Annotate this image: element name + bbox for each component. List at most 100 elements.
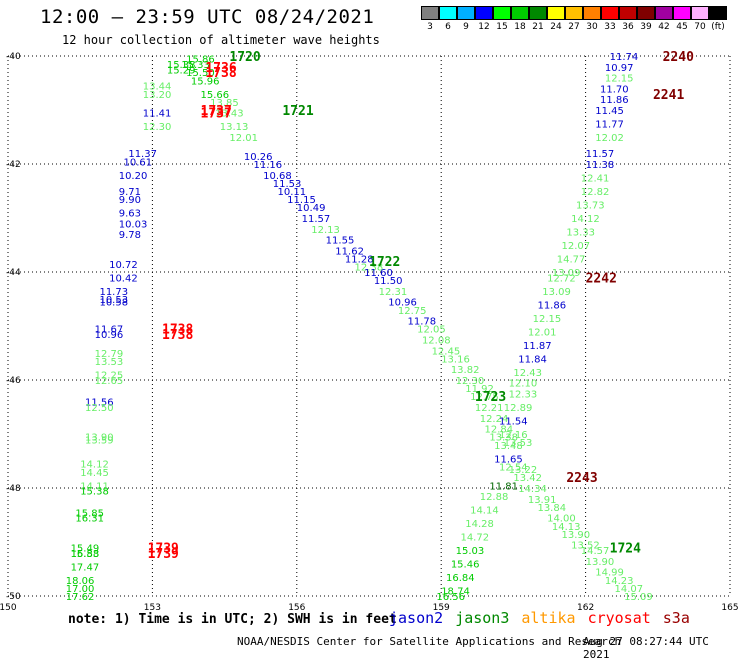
legend-entry-cryosat: cryosat bbox=[587, 609, 651, 627]
y-tick-label: -42 bbox=[6, 160, 21, 170]
data-point-label: 12.43 bbox=[513, 368, 542, 379]
data-point-label: 13.85 bbox=[210, 98, 239, 109]
data-point-label: 10.58 bbox=[99, 298, 128, 309]
data-point-label: 15.03 bbox=[456, 546, 485, 557]
data-point-label: 11.57 bbox=[586, 149, 615, 160]
data-point-label: 15.85 bbox=[75, 508, 104, 519]
data-point-label: 11.67 bbox=[95, 325, 124, 336]
colorbar-label: (ft) bbox=[711, 22, 725, 32]
page-subtitle: 12 hour collection of altimeter wave hei… bbox=[62, 33, 380, 47]
pass-label: 1738 bbox=[162, 323, 193, 338]
data-point-label: 11.87 bbox=[523, 341, 552, 352]
data-point-label: 10.72 bbox=[109, 260, 138, 271]
data-point-label: 14.13 bbox=[552, 522, 581, 533]
data-point-label: 10.03 bbox=[119, 219, 148, 230]
data-point-label: 10.61 bbox=[124, 157, 153, 168]
legend-entry-jason3: jason3 bbox=[455, 609, 510, 627]
colorbar-label: 18 bbox=[514, 22, 526, 32]
data-point-label: 11.55 bbox=[326, 236, 355, 247]
data-point-label: 15.49 bbox=[71, 543, 100, 554]
data-point-label: 13.09 bbox=[552, 268, 581, 279]
data-point-label: 12.02 bbox=[595, 133, 624, 144]
pass-label: 1737 bbox=[201, 107, 232, 122]
data-point-label: 15.09 bbox=[624, 592, 653, 603]
data-point-label: 12.84 bbox=[485, 425, 514, 436]
data-point-label: 14.23 bbox=[605, 576, 634, 587]
data-point-label: 11.60 bbox=[364, 268, 393, 279]
colorbar-label: 70 bbox=[694, 22, 706, 32]
data-point-label: 13.59 bbox=[85, 435, 114, 446]
data-point-label: 12.05 bbox=[417, 325, 446, 336]
pass-label: 1724 bbox=[610, 541, 641, 556]
data-point-label: 10.97 bbox=[605, 63, 634, 74]
data-point-label: 13.13 bbox=[220, 122, 249, 133]
colorbar-swatch bbox=[421, 6, 439, 20]
data-point-label: 16.88 bbox=[71, 549, 100, 560]
data-point-label: 12.30 bbox=[456, 376, 485, 387]
pass-label: 2243 bbox=[566, 471, 597, 486]
data-point-label: 11.37 bbox=[128, 149, 157, 160]
pass-label: 2240 bbox=[663, 50, 694, 65]
pass-label: 1737 bbox=[201, 104, 232, 119]
colorbar-label: 33 bbox=[604, 22, 616, 32]
data-point-label: 12.01 bbox=[229, 133, 258, 144]
footer-note: note: 1) Time is in UTC; 2) SWH is in fe… bbox=[68, 612, 397, 627]
data-point-label: 18.74 bbox=[441, 587, 470, 598]
data-point-label: 9.90 bbox=[119, 195, 141, 206]
colorbar-label: 9 bbox=[463, 22, 469, 32]
data-point-label: 14.00 bbox=[547, 514, 576, 525]
colorbar-label: 12 bbox=[478, 22, 490, 32]
data-point-label: 13.53 bbox=[504, 438, 533, 449]
pass-label: 1738 bbox=[162, 328, 193, 343]
data-point-label: 13.43 bbox=[215, 109, 244, 120]
data-point-label: 12.45 bbox=[432, 346, 461, 357]
data-point-label: 14.72 bbox=[460, 533, 489, 544]
data-point-label: 15.33 bbox=[181, 60, 210, 71]
data-point-label: 13.38 bbox=[489, 433, 518, 444]
colorbar-swatch bbox=[457, 6, 475, 20]
data-point-label: 16.56 bbox=[436, 592, 465, 603]
data-point-label: 12.30 bbox=[143, 122, 172, 133]
data-point-label: 12.21 bbox=[475, 403, 504, 414]
pass-label: 1720 bbox=[229, 50, 260, 65]
data-point-label: 12.01 bbox=[528, 327, 557, 338]
data-point-label: 13.16 bbox=[441, 354, 470, 365]
data-point-label: 13.20 bbox=[143, 90, 172, 101]
data-point-label: 11.45 bbox=[595, 106, 624, 117]
y-tick-label: -50 bbox=[6, 592, 21, 602]
data-point-label: 10.96 bbox=[388, 298, 417, 309]
data-point-label: 13.48 bbox=[494, 441, 523, 452]
data-point-label: 15.66 bbox=[201, 90, 230, 101]
data-point-label: 11.73 bbox=[99, 287, 128, 298]
colorbar-swatch bbox=[475, 6, 493, 20]
colorbar-label: 42 bbox=[658, 22, 670, 32]
x-tick-label: 159 bbox=[433, 603, 450, 613]
data-point-label: 13.90 bbox=[562, 530, 591, 541]
data-point-label: 13.73 bbox=[576, 201, 605, 212]
colorbar-swatch bbox=[655, 6, 673, 20]
data-point-label: 12.15 bbox=[533, 314, 562, 325]
data-point-label: 13.84 bbox=[537, 503, 566, 514]
data-point-label: 12.38 bbox=[355, 263, 384, 274]
data-point-label: 14.11 bbox=[80, 481, 109, 492]
data-point-label: 12.16 bbox=[499, 430, 528, 441]
data-point-label: 11.86 bbox=[537, 300, 566, 311]
data-point-label: 12.75 bbox=[398, 306, 427, 317]
x-tick-label: 153 bbox=[144, 603, 161, 613]
data-point-label: 12.54 bbox=[499, 462, 528, 473]
data-point-label: 9.63 bbox=[119, 209, 141, 220]
colorbar-swatch bbox=[583, 6, 601, 20]
data-point-label: 11.57 bbox=[302, 214, 331, 225]
data-point-label: 11.15 bbox=[287, 195, 316, 206]
y-tick-label: -46 bbox=[6, 376, 21, 386]
colorbar-swatch bbox=[619, 6, 637, 20]
pass-label: 1721 bbox=[282, 104, 313, 119]
data-point-label: 12.13 bbox=[311, 225, 340, 236]
data-point-label: 13.90 bbox=[586, 557, 615, 568]
data-point-label: 15.53 bbox=[71, 549, 100, 560]
data-point-label: 17.47 bbox=[71, 562, 100, 573]
data-point-label: 12.31 bbox=[379, 287, 408, 298]
data-point-label: 13.90 bbox=[85, 433, 114, 444]
data-point-label: 17.00 bbox=[66, 584, 95, 595]
